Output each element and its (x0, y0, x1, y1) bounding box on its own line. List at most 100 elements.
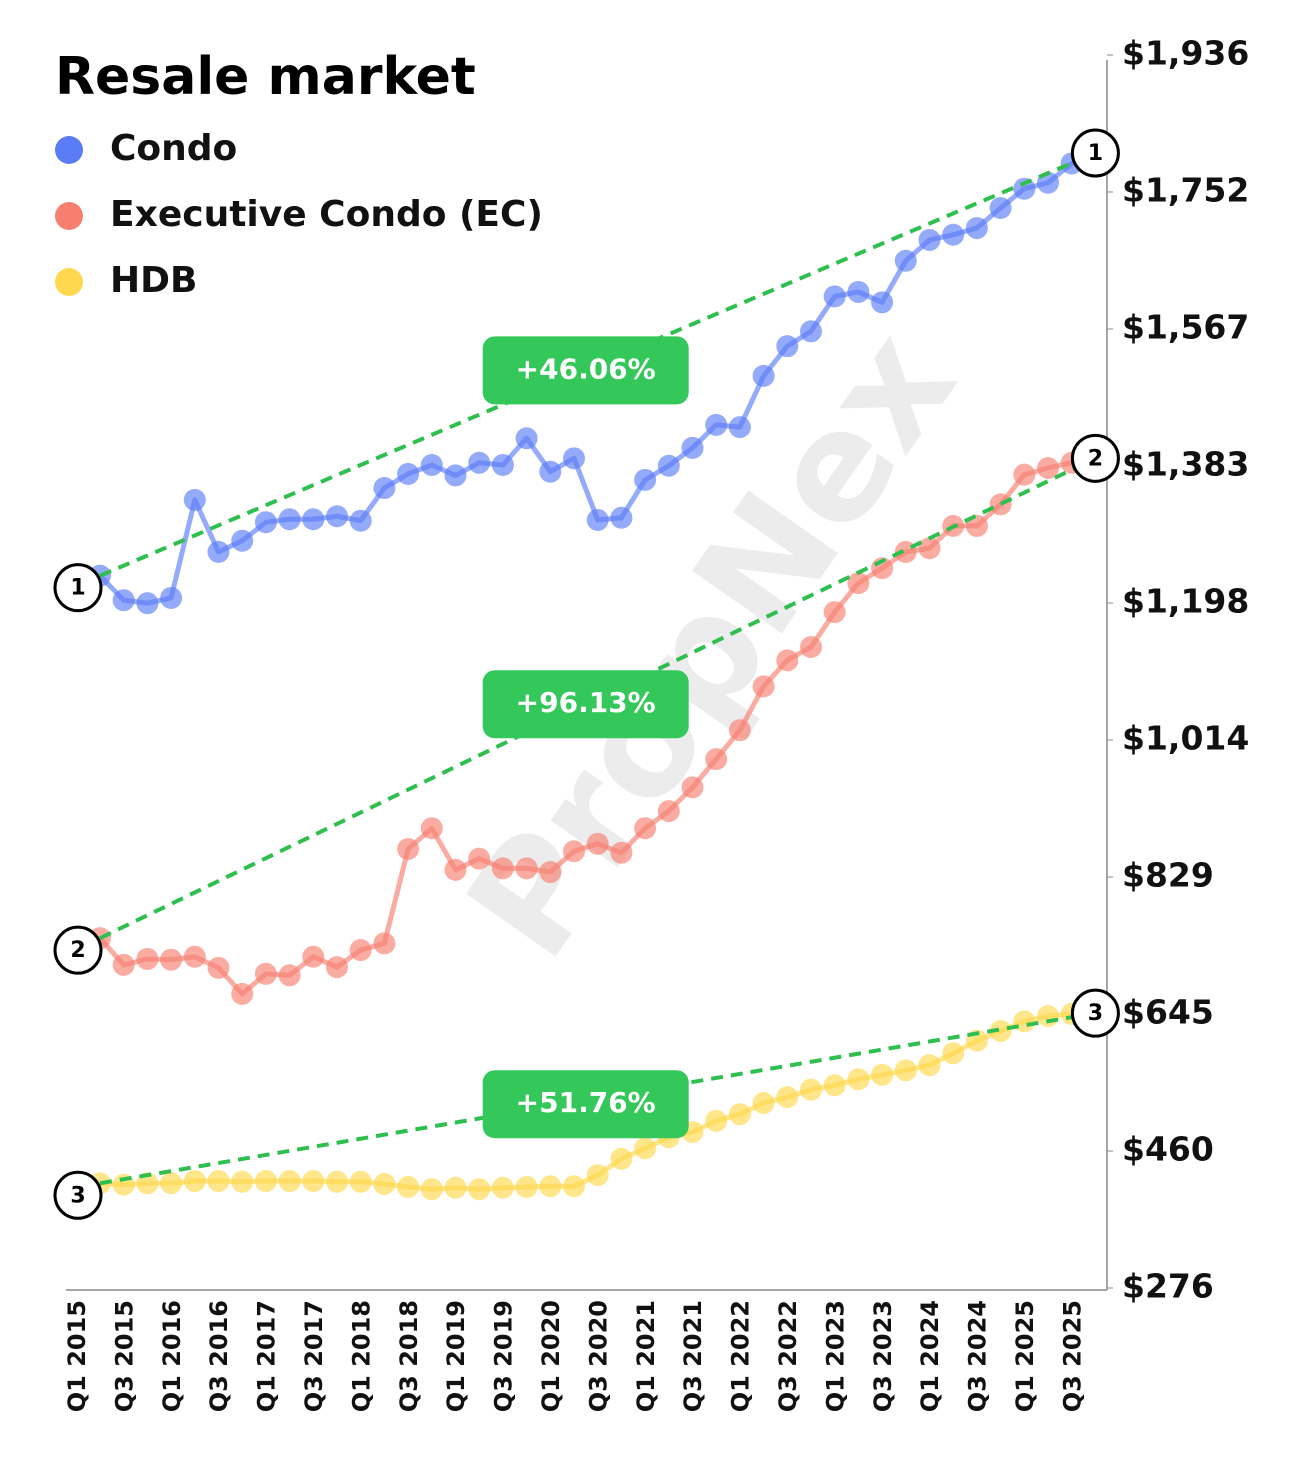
change-label: +96.13% (516, 686, 656, 719)
data-point (894, 1059, 917, 1082)
data-point (871, 1063, 894, 1086)
data-point (207, 1170, 230, 1193)
data-point (302, 945, 325, 968)
data-point (800, 635, 822, 658)
data-point (539, 460, 562, 483)
data-point (515, 427, 538, 450)
data-point (420, 454, 443, 477)
y-tick-label: $276 (1122, 1267, 1214, 1306)
x-tick-label: Q1 2021 (632, 1300, 660, 1412)
data-point (515, 1175, 538, 1198)
legend-label: HDB (110, 260, 197, 301)
x-tick-label: Q1 2018 (347, 1300, 375, 1412)
data-point (373, 932, 396, 955)
y-tick-label: $829 (1122, 856, 1214, 895)
y-tick-label: $460 (1122, 1130, 1214, 1169)
data-point (1037, 456, 1059, 479)
y-tick-label: $1,936 (1122, 34, 1249, 73)
x-tick-label: Q3 2020 (584, 1300, 612, 1412)
data-point (468, 847, 491, 870)
data-point (254, 1170, 277, 1193)
data-point (989, 1020, 1012, 1043)
series-marker-label: 2 (1088, 446, 1103, 471)
data-point (1013, 1010, 1036, 1033)
data-point (112, 589, 135, 612)
data-point (752, 364, 775, 387)
data-point (1037, 1005, 1059, 1028)
data-point (634, 468, 657, 491)
x-tick-label: Q3 2021 (679, 1300, 707, 1412)
y-tick-label: $645 (1122, 992, 1214, 1031)
data-point (515, 857, 538, 880)
data-point (847, 280, 870, 303)
data-point (397, 1175, 420, 1198)
series-marker (1070, 128, 1120, 178)
x-tick-label: Q1 2017 (253, 1300, 281, 1412)
data-point (634, 1137, 657, 1160)
series-marker (1070, 988, 1120, 1038)
y-tick-label: $1,752 (1122, 170, 1249, 209)
data-point (705, 1109, 728, 1132)
data-point (728, 719, 751, 742)
data-point (657, 800, 680, 823)
data-point (136, 947, 159, 970)
data-point (942, 223, 965, 246)
data-point (918, 1054, 941, 1077)
data-point (1013, 463, 1036, 486)
data-point (989, 197, 1012, 220)
data-point (349, 1170, 372, 1193)
data-point (752, 1092, 775, 1115)
data-point (183, 1170, 206, 1193)
x-tick-label: Q1 2015 (63, 1300, 91, 1412)
data-point (136, 592, 159, 615)
data-point (326, 1170, 348, 1193)
data-point (468, 1178, 491, 1201)
data-point (728, 1103, 751, 1126)
data-point (894, 249, 917, 272)
data-point (776, 335, 799, 358)
x-tick-label: Q3 2015 (110, 1300, 138, 1412)
data-point (871, 291, 894, 314)
data-point (420, 1178, 443, 1201)
x-tick-label: Q3 2017 (300, 1300, 328, 1412)
data-point (349, 939, 372, 962)
data-point (278, 964, 301, 987)
data-point (681, 436, 704, 459)
series-marker (53, 563, 103, 613)
legend-label: Condo (110, 128, 237, 169)
data-point (491, 857, 514, 880)
data-point (278, 1170, 301, 1193)
data-point (468, 451, 491, 474)
data-point (965, 217, 988, 240)
data-point (586, 832, 609, 855)
data-point (776, 649, 799, 672)
data-point (373, 1173, 396, 1196)
data-point (491, 454, 514, 477)
data-point (823, 285, 846, 308)
data-point (112, 953, 135, 976)
data-point (207, 956, 230, 979)
data-point (373, 477, 396, 500)
trend-line (99, 456, 1097, 940)
data-point (231, 982, 254, 1005)
data-point (397, 462, 420, 485)
data-point (610, 841, 633, 864)
legend-swatch (55, 136, 83, 164)
y-tick-label: $1,198 (1122, 582, 1249, 621)
series-marker-label: 2 (70, 938, 85, 963)
data-point (586, 508, 609, 531)
data-point (610, 506, 633, 529)
data-point (563, 1175, 585, 1198)
y-tick-label: $1,014 (1122, 718, 1249, 757)
data-point (160, 948, 183, 971)
x-tick-label: Q3 2018 (395, 1300, 423, 1412)
data-point (160, 1172, 183, 1195)
data-point (989, 493, 1012, 516)
x-tick-label: Q1 2016 (158, 1300, 186, 1412)
x-tick-label: Q1 2024 (916, 1300, 944, 1412)
data-point (254, 511, 277, 534)
x-tick-label: Q3 2023 (869, 1300, 897, 1412)
x-tick-label: Q1 2020 (537, 1300, 565, 1412)
